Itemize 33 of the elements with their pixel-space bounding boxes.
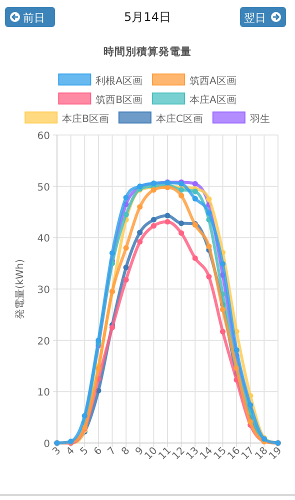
y-tick-label: 0 (44, 439, 50, 450)
y-tick-label: 10 (37, 388, 50, 399)
x-tick-label: 4 (64, 445, 77, 458)
legend-item: 筑西A区画 (152, 74, 236, 87)
x-tick-label: 6 (92, 445, 105, 458)
x-tick-label: 3 (50, 445, 64, 458)
x-tick-label: 8 (120, 445, 132, 458)
legend-item: 本庄C区画 (118, 112, 203, 125)
y-tick-label: 40 (37, 234, 50, 245)
chart-title: 時間別積算発電量 (104, 45, 192, 58)
legend-label: 本庄B区画 (62, 113, 109, 125)
legend-item: 本庄B区画 (24, 112, 109, 125)
legend-item: 羽生 (212, 112, 270, 125)
x-tick-label: 9 (134, 445, 146, 458)
x-tick-label: 7 (106, 445, 118, 458)
chart-subtitle: 5月14日 (124, 10, 171, 24)
legend-label: 本庄C区画 (156, 113, 203, 125)
x-tick-label: 5 (78, 445, 91, 458)
button: 前日 (5, 7, 55, 27)
legend-label: 利根A区画 (96, 75, 143, 87)
y-axis-title: 発電量(kWh) (15, 258, 26, 319)
legend-item: 筑西B区画 (58, 92, 143, 106)
legend-item: 本庄A区画 (152, 92, 236, 106)
legend-label: 筑西B区画 (96, 94, 143, 106)
y-tick-label: 20 (37, 336, 50, 348)
y-tick-label: 60 (37, 131, 50, 142)
button: 翌日 (240, 7, 286, 27)
legend-label: 筑西A区画 (190, 75, 236, 87)
legend-label: 本庄A区画 (190, 94, 236, 106)
y-tick-label: 30 (37, 285, 50, 296)
legend-item: 利根A区画 (58, 74, 142, 87)
legend-label: 羽生 (250, 113, 270, 125)
y-tick-label: 50 (37, 182, 50, 194)
